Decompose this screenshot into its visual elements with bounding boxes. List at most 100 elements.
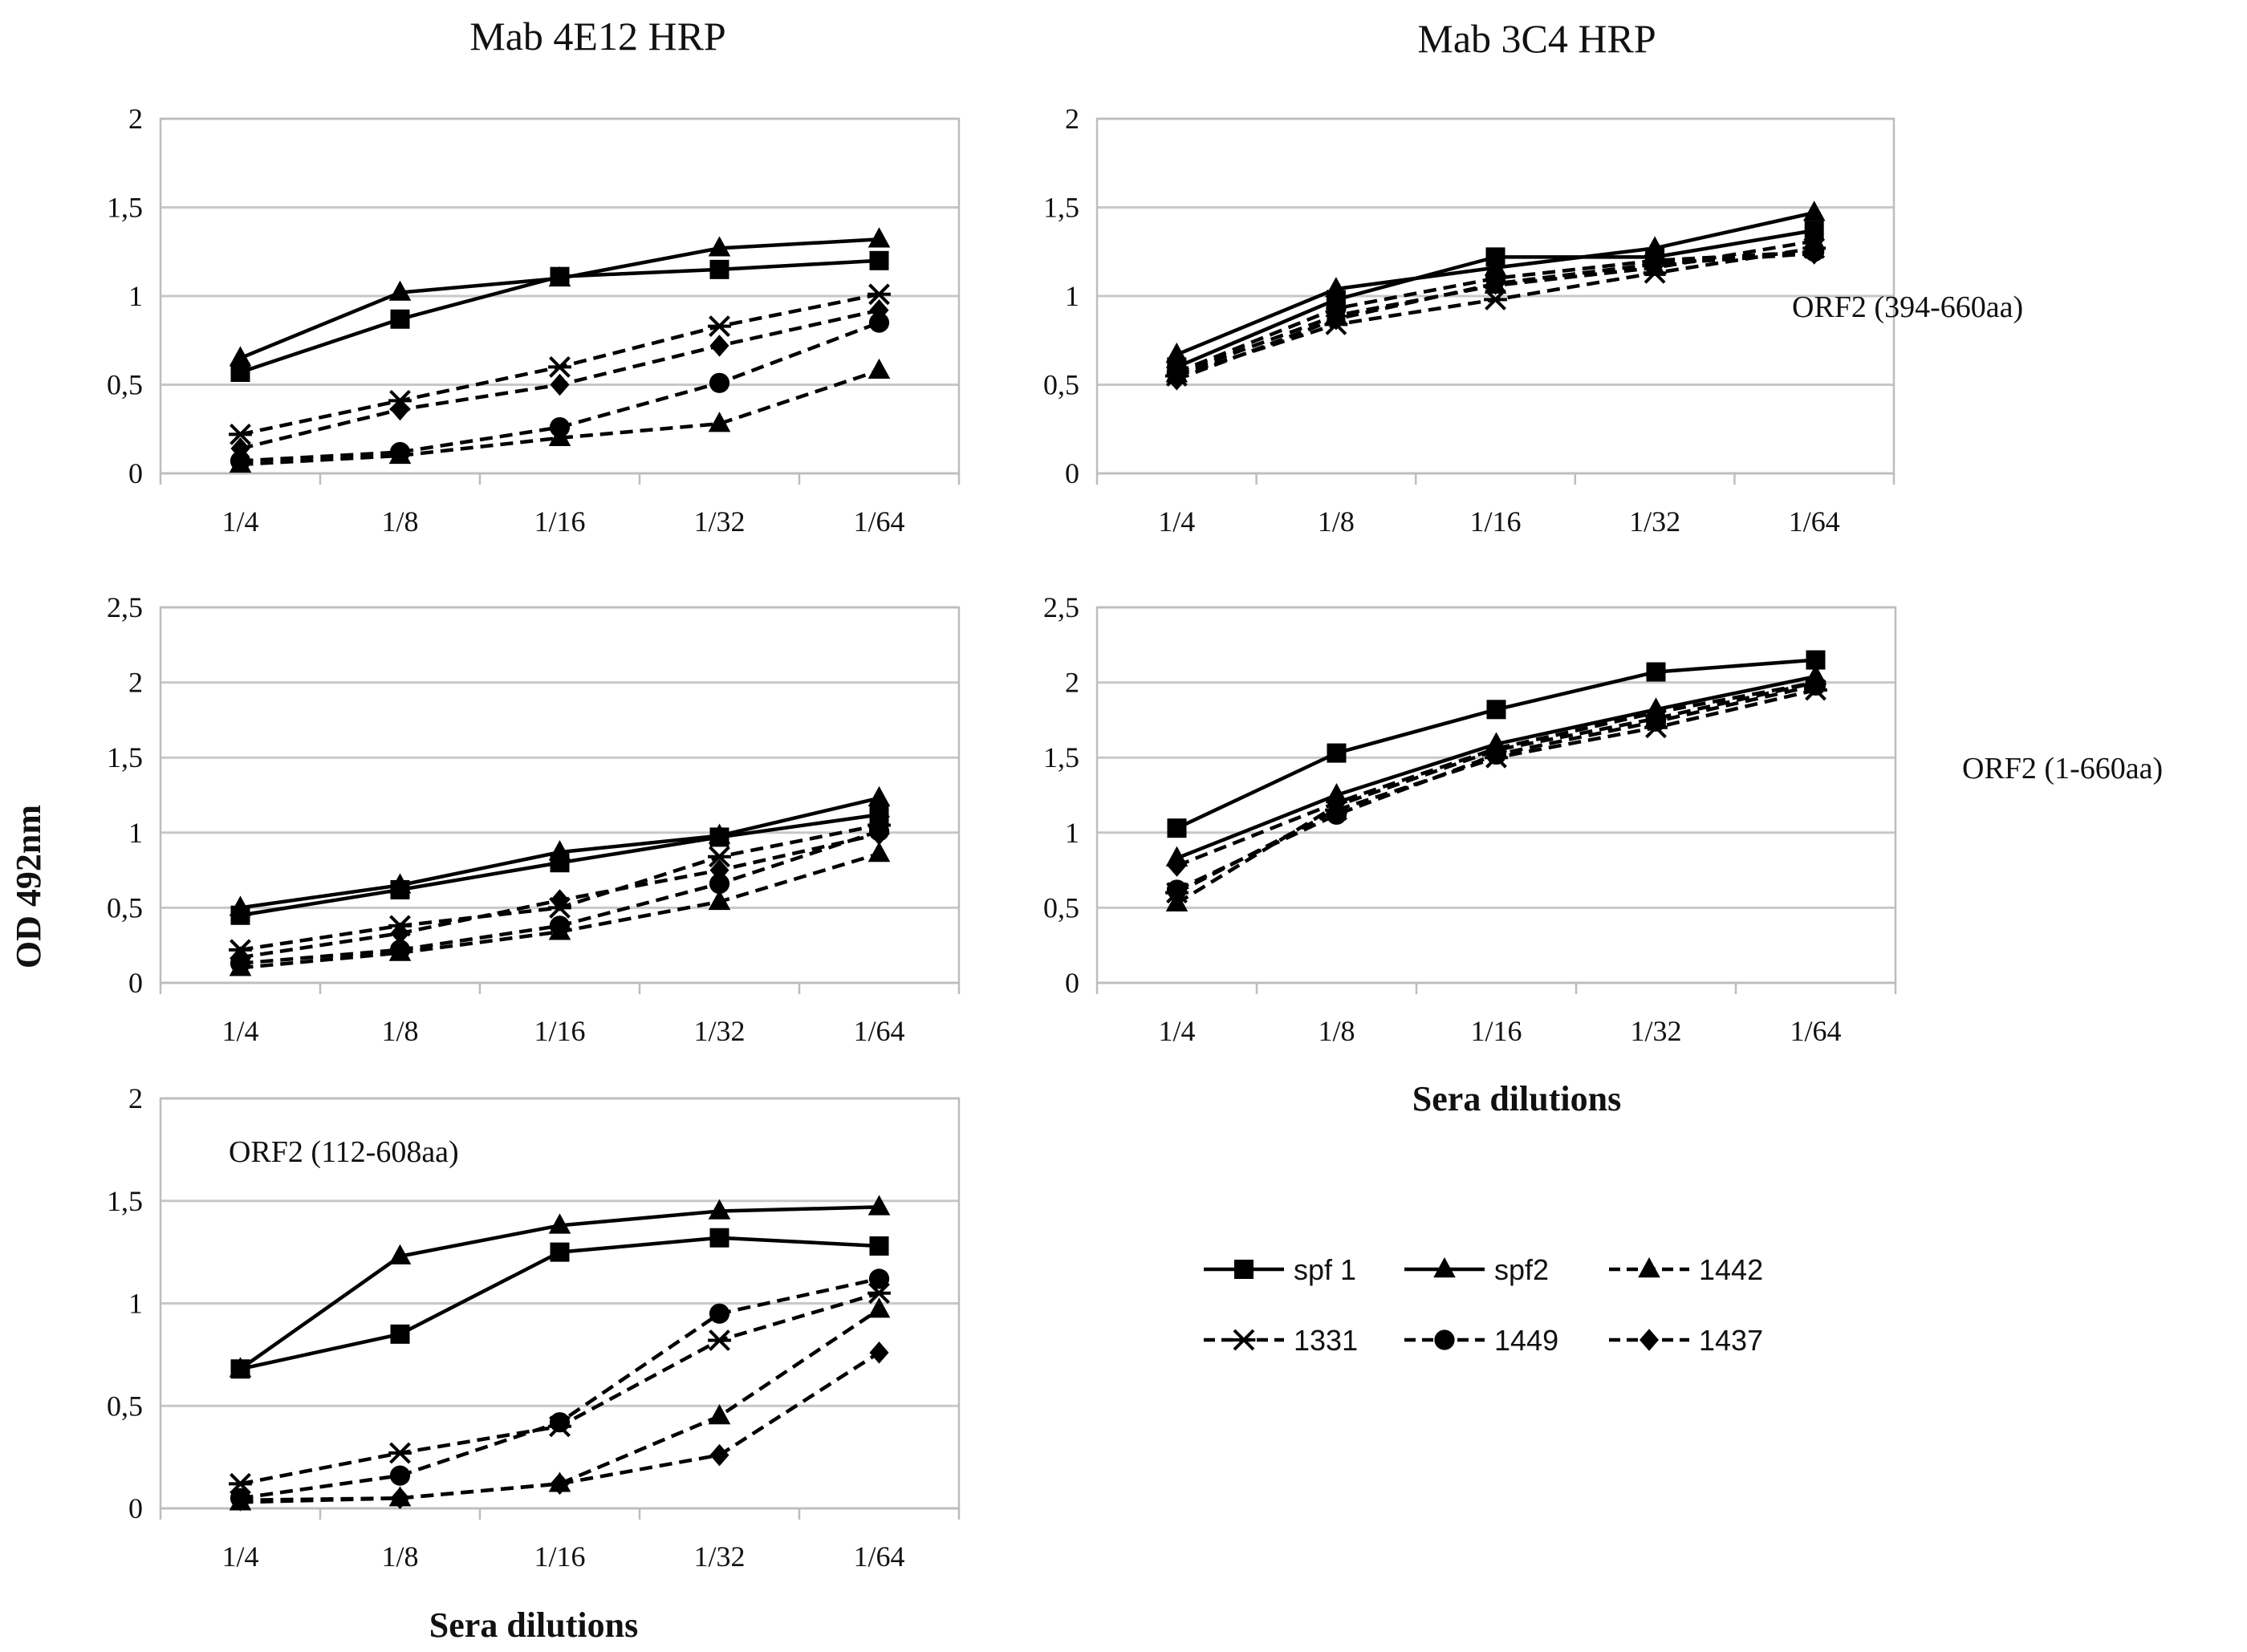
x-tick-label: 1/4: [1158, 505, 1195, 538]
y-tick-label: 1: [1065, 817, 1079, 849]
data-point: [549, 1412, 571, 1433]
data-point: [1485, 272, 1505, 295]
legend-label: 1449: [1494, 1324, 1558, 1357]
series-line: [1176, 680, 1816, 905]
data-point: [548, 355, 571, 378]
x-tick-label: 1/8: [1318, 1015, 1355, 1047]
data-point: [1804, 221, 1824, 241]
data-point: [229, 895, 252, 916]
data-point: [868, 1297, 891, 1318]
data-point: [709, 372, 730, 393]
data-point: [1802, 201, 1826, 221]
legend-marker: [1638, 1257, 1660, 1278]
legend-item-1437: 1437: [1609, 1324, 1763, 1357]
data-point: [1804, 664, 1827, 685]
data-point: [1485, 732, 1508, 753]
series-line: [1176, 250, 1814, 375]
legend: spf 1 spf2 1442 1331 1449 1437: [1204, 1253, 1763, 1357]
plot-frame: [159, 117, 961, 475]
plot-frame: [1095, 117, 1896, 475]
data-point: [868, 842, 891, 863]
data-point: [869, 298, 889, 322]
y-tick-label: 0: [1065, 967, 1079, 999]
panel-5: 0 0,5 1 1,5 2 1/4 1/8 1/16 1/32 1/64 ORF2 (112-608…: [107, 1082, 961, 1573]
data-point: [229, 1472, 252, 1495]
data-point: [388, 280, 412, 301]
data-point: [708, 1404, 731, 1425]
data-point: [230, 450, 251, 472]
series-line: [1176, 688, 1817, 895]
data-point: [550, 1242, 570, 1262]
x-tick-label: 1/64: [1790, 1015, 1841, 1047]
data-point: [868, 1268, 890, 1289]
data-point: [869, 1341, 889, 1364]
legend-label: 1437: [1699, 1324, 1763, 1357]
data-point: [1166, 879, 1188, 900]
data-point: [550, 373, 570, 396]
data-point: [709, 858, 729, 882]
panel-4: 0 0,5 1 1,5 2 2,5 1/4 1/8 1/16 1/32 1/64 ORF2 (1-66…: [1043, 591, 2163, 1047]
panels: 0 0,5 1 1,5 2 1/4 1/8 1/16 1/32 1/64 0 0,5 1 1,5 2 1/4 1…: [107, 103, 2163, 1573]
x-tick-label: 1/4: [221, 1015, 258, 1047]
data-point: [868, 785, 891, 806]
series-1449: [230, 312, 890, 472]
column-title-4e12: Mab 4E12 HRP: [469, 14, 725, 59]
y-tick-label: 1: [128, 817, 143, 849]
legend-item-1449: 1449: [1404, 1324, 1558, 1357]
panel-2: 0 0,5 1 1,5 2 1/4 1/8 1/16 1/32 1/64 ORF2 (394-660…: [1043, 103, 2023, 538]
y-tick-label: 0,5: [107, 891, 143, 923]
x-tick-label: 1/8: [381, 1015, 418, 1047]
series-spf2: [229, 785, 891, 916]
data-point: [1165, 342, 1189, 363]
data-point: [709, 1228, 729, 1248]
y-tick-label: 2,5: [1043, 591, 1079, 623]
x-tick-label: 1/16: [534, 1540, 585, 1573]
series-spf2: [1165, 201, 1826, 363]
y-tick-label: 0: [128, 1492, 143, 1524]
x-tick-label: 1/32: [693, 505, 745, 538]
panel-annotation: ORF2 (394-660aa): [1792, 290, 2023, 324]
data-point: [1644, 236, 1666, 257]
data-point: [229, 423, 252, 445]
legend-marker: [1433, 1257, 1456, 1278]
data-point: [1326, 307, 1346, 331]
series-line: [240, 292, 880, 436]
data-point: [229, 346, 252, 367]
data-point: [390, 1487, 410, 1510]
x-tick-label: 1/4: [221, 1540, 258, 1573]
panel-3: 0 0,5 1 1,5 2 2,5 1/4 1/8 1/16 1/32 1/64: [107, 591, 961, 1047]
data-point: [230, 437, 250, 460]
data-point: [708, 1199, 731, 1220]
data-point: [388, 1244, 412, 1264]
data-point: [548, 1213, 571, 1234]
data-point: [709, 1443, 729, 1467]
plot-frame: [159, 1097, 961, 1510]
x-tick-label: 1/32: [693, 1540, 745, 1573]
x-tick-label: 1/16: [534, 1015, 585, 1047]
data-point: [1165, 891, 1189, 911]
panel-annotation: ORF2 (1-660aa): [1962, 752, 2163, 785]
series-spf2: [229, 227, 891, 367]
y-tick-label: 2: [1065, 667, 1079, 699]
series-spf2: [1165, 664, 1827, 867]
legend-item-1442: 1442: [1609, 1253, 1763, 1286]
series-1331: [229, 1282, 891, 1495]
legend-label: spf2: [1494, 1253, 1549, 1286]
x-tick-label: 1/16: [534, 505, 585, 538]
data-point: [868, 227, 891, 248]
data-point: [549, 416, 571, 438]
legend-marker: [1234, 1260, 1254, 1279]
data-point: [709, 1303, 730, 1324]
y-tick-label: 1: [1065, 280, 1079, 312]
column-title-3c4: Mab 3C4 HRP: [1417, 16, 1656, 61]
data-point: [709, 259, 729, 279]
data-point: [1325, 783, 1348, 804]
data-point: [389, 940, 411, 960]
data-point: [868, 283, 891, 306]
y-tick-label: 1: [128, 1288, 143, 1320]
data-point: [388, 873, 412, 894]
series-1437: [230, 1341, 889, 1512]
data-point: [868, 1282, 891, 1305]
data-point: [708, 315, 731, 337]
series-1437: [230, 822, 889, 968]
